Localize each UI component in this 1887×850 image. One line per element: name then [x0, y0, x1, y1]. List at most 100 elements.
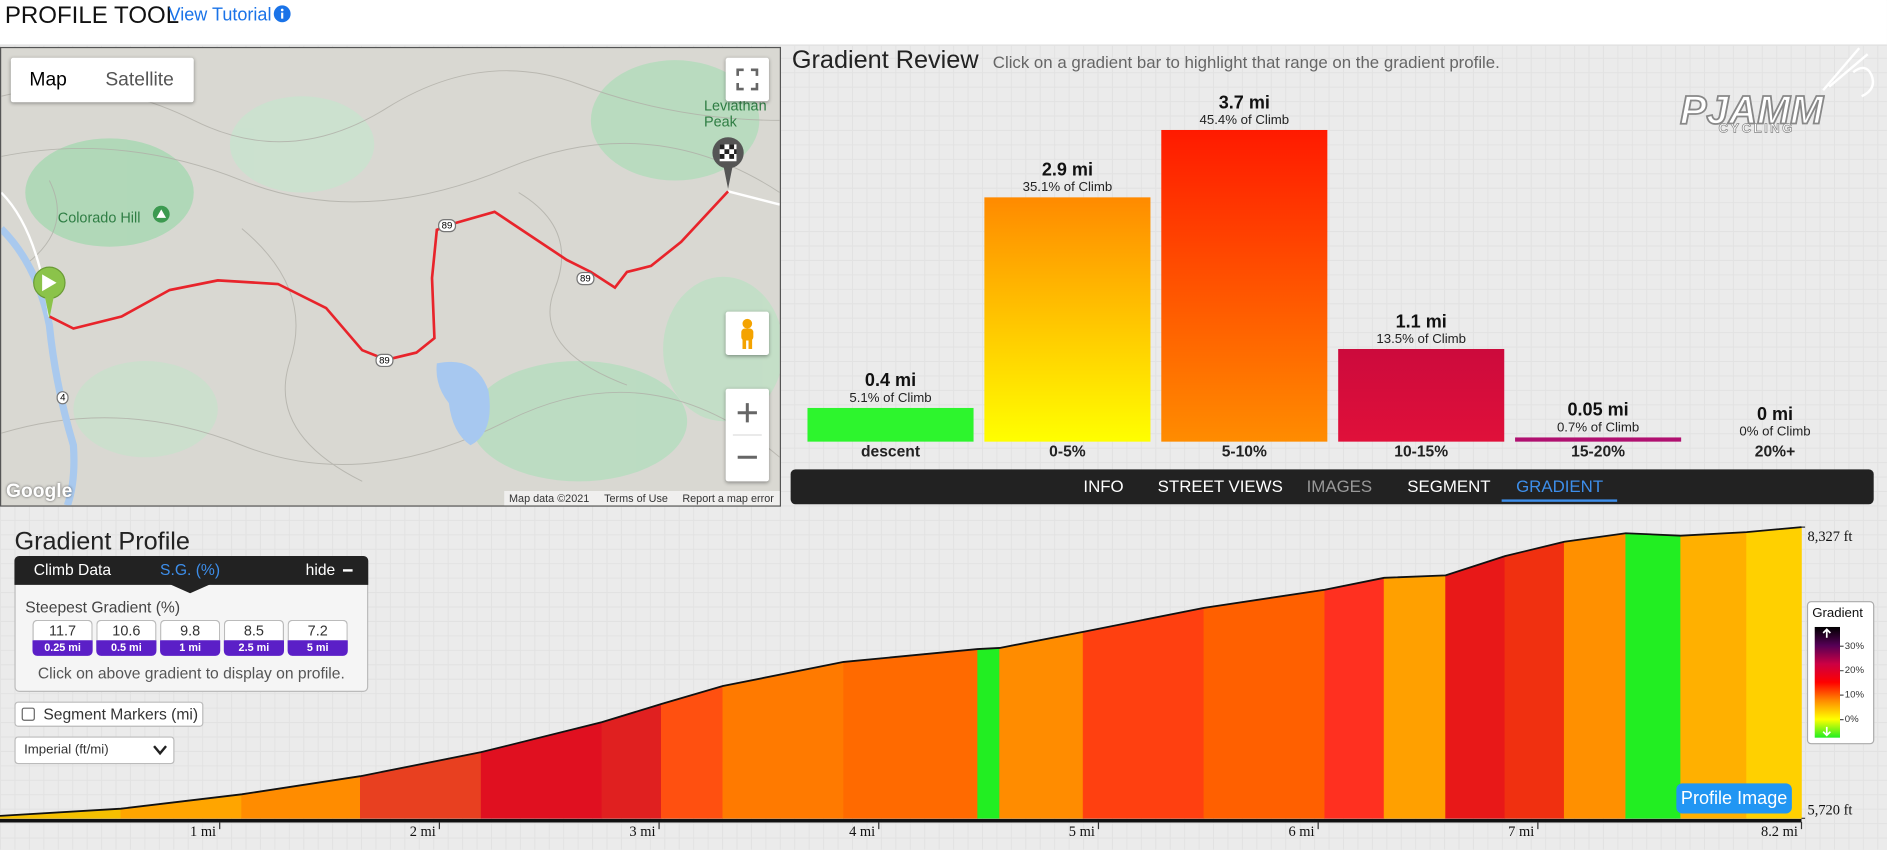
sg-distance: 0.25 mi: [32, 640, 93, 656]
bar-value-label: 0.4 mi: [865, 370, 916, 390]
profile-segment: [1445, 555, 1506, 819]
road-shield: 89: [438, 219, 456, 233]
tab[interactable]: IMAGES: [1306, 476, 1373, 496]
colorbar-tick-label: 0%: [1845, 714, 1859, 725]
sg-distance: 1 mi: [160, 640, 221, 656]
sg-heading: Steepest Gradient (%): [25, 598, 181, 617]
road-shield: 89: [576, 271, 595, 286]
fullscreen-button[interactable]: [725, 57, 769, 102]
bar-percent-label: 13.5% of Climb: [1376, 331, 1466, 346]
map-canvas: [1, 60, 780, 506]
logo-text: PJAMM: [1680, 89, 1824, 133]
bar-value-label: 3.7 mi: [1219, 92, 1270, 112]
sg-value: 11.7: [32, 619, 93, 641]
profile-segment: [843, 648, 978, 819]
segment-markers-label: Segment Markers (mi): [43, 705, 199, 724]
top-bar: PROFILE TOOL View Tutorial: [0, 0, 1887, 46]
profile-title: Gradient Profile: [14, 527, 190, 555]
x-tick-label: 5 mi: [1069, 824, 1095, 840]
hide-button[interactable]: hide: [305, 560, 336, 579]
sg-cell[interactable]: 7.2 5 mi: [287, 619, 348, 656]
tab-bar: [790, 469, 1874, 505]
segment-markers[interactable]: Segment Markers (mi): [14, 701, 204, 727]
profile-segment: [722, 661, 844, 819]
units-label: Imperial (ft/mi): [24, 742, 109, 757]
tab-active[interactable]: GRADIENT: [1501, 477, 1618, 502]
satellite-button[interactable]: Satellite: [105, 69, 174, 91]
tab[interactable]: STREET VIEWS: [1157, 476, 1283, 496]
tab[interactable]: SEGMENT: [1407, 476, 1491, 496]
place-label: Colorado Hill: [57, 209, 141, 227]
profile-segment: [241, 775, 361, 819]
profile-segment: [1324, 577, 1385, 819]
profile-segment: [660, 685, 724, 819]
tutorial-link[interactable]: View Tutorial: [168, 4, 272, 26]
profile-segment: [1625, 532, 1681, 819]
arrow-icon: [1822, 628, 1831, 737]
category-label: 10-15%: [1394, 444, 1448, 461]
category-label: 5-10%: [1222, 444, 1267, 461]
sg-hint: Click on above gradient to display on pr…: [37, 664, 345, 683]
x-tick-label: 6 mi: [1288, 824, 1314, 840]
colorbar-tick-label: 20%: [1845, 665, 1865, 676]
x-tick-label: 8.2 mi: [1761, 824, 1798, 840]
bar: [1338, 348, 1505, 442]
bar-percent-label: 35.1% of Climb: [1023, 179, 1113, 194]
tab-pointer: [168, 583, 212, 594]
sg-distance: 0.5 mi: [96, 640, 157, 656]
checkbox[interactable]: [21, 707, 35, 721]
sg-value: 8.5: [223, 619, 285, 641]
category-label: descent: [861, 444, 921, 461]
place-label: Leviathan Peak: [703, 97, 767, 130]
profile-segment: [1082, 607, 1205, 819]
pjamm-logo: PJAMM CYCLING: [1679, 47, 1875, 136]
terms-link[interactable]: Terms of Use: [604, 492, 668, 505]
review-subtitle: Click on a gradient bar to highlight tha…: [993, 53, 1500, 72]
x-tick-label: 7 mi: [1508, 824, 1534, 840]
bar-value-label: 1.1 mi: [1396, 311, 1447, 331]
google-logo: Google: [6, 481, 73, 502]
climb-data-tab[interactable]: Climb Data: [33, 560, 112, 579]
hide-icon: [342, 569, 353, 572]
map-type-control: Map Satellite: [10, 57, 194, 103]
sg-value: 7.2: [287, 619, 348, 641]
legend-title: Gradient: [1812, 605, 1863, 620]
sg-value: 10.6: [96, 619, 157, 641]
sg-cell[interactable]: 8.5 2.5 mi: [223, 619, 285, 656]
x-tick-label: 3 mi: [629, 824, 655, 840]
profile-image-button[interactable]: Profile Image: [1676, 783, 1792, 814]
map-attribution: Map data ©2021: [509, 492, 590, 505]
road-shield: 89: [375, 353, 394, 368]
page-title: PROFILE TOOL: [4, 2, 180, 29]
bar-value-label: 0.05 mi: [1568, 400, 1629, 420]
info-icon[interactable]: [273, 5, 291, 23]
bar-percent-label: 0.7% of Climb: [1557, 419, 1639, 434]
sg-value: 9.8: [160, 619, 221, 641]
profile-line: [0, 526, 1802, 817]
x-tick-label: 1 mi: [190, 824, 216, 840]
map-button[interactable]: Map: [29, 69, 67, 91]
units-select[interactable]: Imperial (ft/mi): [14, 736, 175, 765]
climb-panel-header: Climb Data S.G. (%) hide: [14, 555, 369, 585]
category-label: 15-20%: [1571, 444, 1625, 461]
sg-cell[interactable]: 9.8 1 mi: [160, 619, 221, 656]
map-footer: Map data ©2021 Terms of Use Report a map…: [504, 490, 780, 506]
profile-segment: [1746, 526, 1802, 819]
sg-cell[interactable]: 10.6 0.5 mi: [96, 619, 157, 656]
report-link[interactable]: Report a map error: [682, 492, 774, 505]
sg-distance: 5 mi: [287, 640, 348, 656]
logo-sub: CYCLING: [1718, 120, 1794, 135]
colorbar-tick-label: 10%: [1845, 690, 1865, 701]
pegman-button[interactable]: [725, 311, 769, 356]
route: [48, 190, 730, 362]
sg-cell[interactable]: 11.7 0.25 mi: [32, 619, 93, 656]
profile-segment: [1563, 532, 1627, 819]
category-label: 0-5%: [1049, 444, 1086, 461]
tab[interactable]: INFO: [1083, 476, 1124, 496]
bar-value-label: 0 mi: [1757, 404, 1793, 424]
bar-percent-label: 0% of Climb: [1739, 424, 1810, 439]
sg-tab[interactable]: S.G. (%): [160, 560, 221, 579]
map: Colorado Hill Leviathan Peak 89 89 89 4 …: [0, 46, 782, 507]
